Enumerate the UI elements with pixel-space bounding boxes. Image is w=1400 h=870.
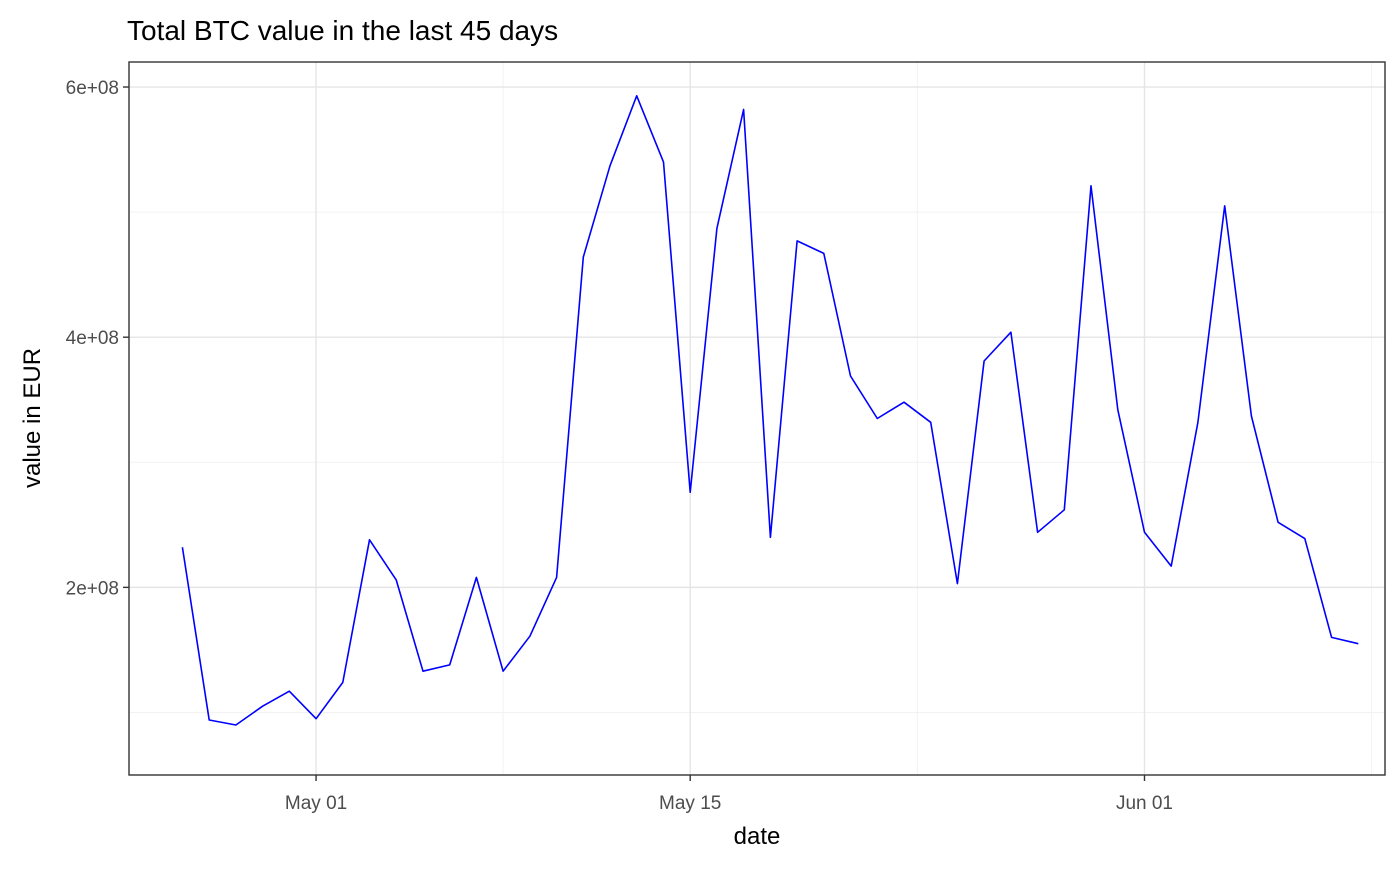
y-axis: 2e+08 4e+08 6e+08 bbox=[66, 78, 129, 599]
series-line bbox=[181, 95, 1359, 726]
x-tick-label: May 15 bbox=[659, 793, 721, 814]
chart-title: Total BTC value in the last 45 days bbox=[127, 15, 558, 46]
y-tick-label: 6e+08 bbox=[66, 78, 119, 99]
x-axis-label: date bbox=[734, 823, 781, 850]
x-axis: May 01 May 15 Jun 01 bbox=[285, 775, 1173, 814]
x-tick-label: Jun 01 bbox=[1116, 793, 1173, 814]
y-tick-label: 2e+08 bbox=[66, 578, 119, 599]
y-tick-label: 4e+08 bbox=[66, 328, 119, 349]
grid bbox=[129, 62, 1385, 775]
y-axis-label: value in EUR bbox=[19, 348, 46, 488]
x-tick-label: May 01 bbox=[285, 793, 347, 814]
plot-panel-border bbox=[128, 61, 1386, 776]
series-layer bbox=[181, 95, 1359, 726]
